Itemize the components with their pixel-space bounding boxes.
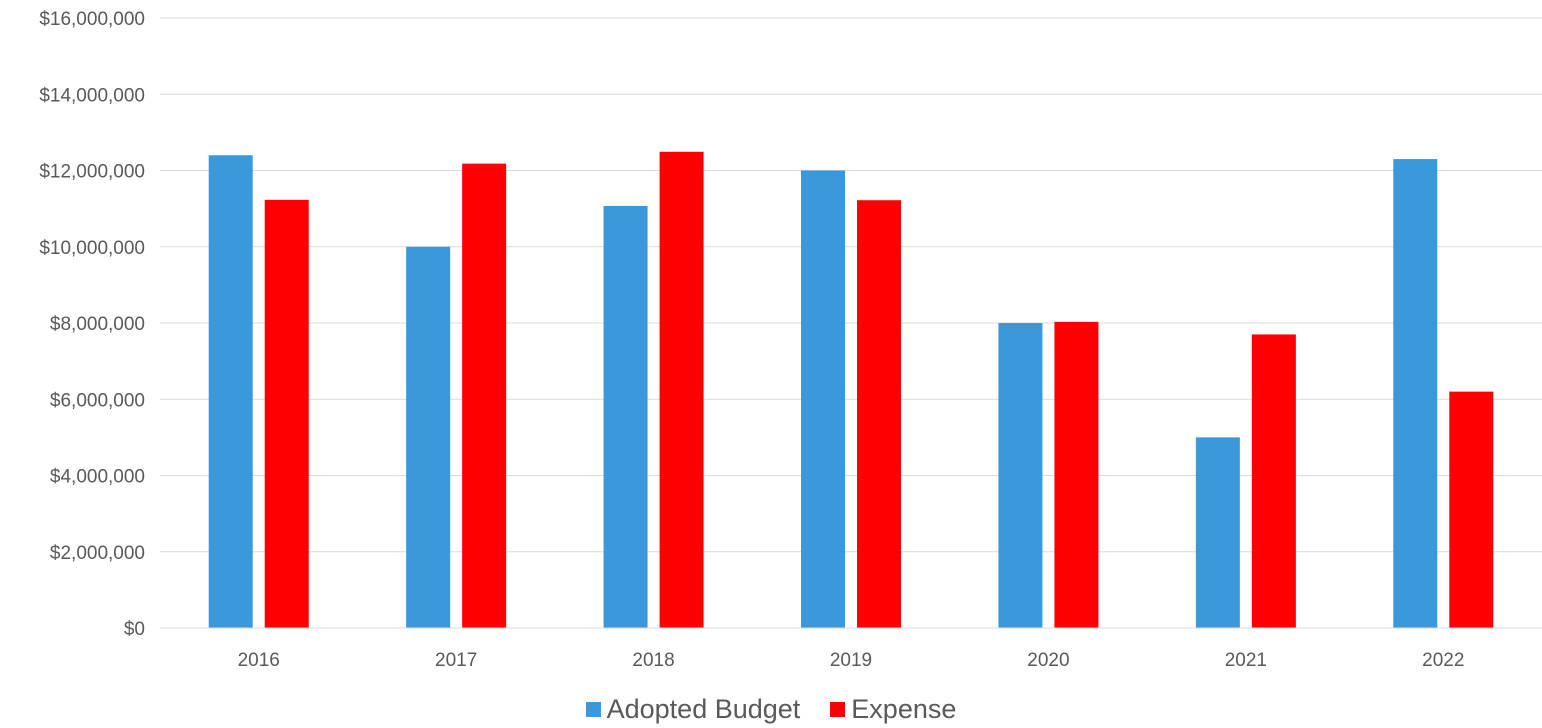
y-tick-label: $0	[124, 619, 145, 640]
legend-swatch-adopted-budget	[585, 702, 601, 717]
bar-adopted-budget-2018	[603, 205, 648, 629]
y-tick-label: $16,000,000	[39, 9, 145, 30]
x-tick-label: 2017	[435, 650, 477, 671]
x-tick-label: 2021	[1225, 650, 1267, 671]
x-tick-label: 2020	[1027, 650, 1069, 671]
bar-expense-2018	[659, 151, 704, 628]
bar-expense-2020	[1054, 321, 1099, 628]
legend: Adopted Budget Expense	[0, 694, 1542, 725]
bar-expense-2021	[1251, 334, 1296, 628]
bar-adopted-budget-2022	[1393, 159, 1438, 628]
bar-adopted-budget-2019	[801, 170, 845, 628]
legend-item-expense: Expense	[830, 694, 956, 725]
x-tick-label: 2022	[1422, 650, 1464, 671]
y-tick-label: $14,000,000	[39, 85, 145, 106]
x-tick-label: 2018	[632, 650, 674, 671]
y-tick-label: $10,000,000	[39, 238, 145, 259]
legend-label-adopted-budget: Adopted Budget	[606, 694, 801, 724]
x-tick-label: 2016	[238, 650, 280, 671]
bar-adopted-budget-2017	[406, 246, 451, 628]
bar-expense-2017	[462, 163, 507, 628]
bar-adopted-budget-2021	[1195, 437, 1240, 628]
bar-expense-2019	[857, 200, 901, 629]
bar-expense-2022	[1449, 391, 1494, 628]
legend-swatch-expense	[830, 702, 846, 717]
y-tick-label: $6,000,000	[50, 390, 145, 411]
bar-expense-2016	[264, 199, 309, 628]
y-tick-label: $2,000,000	[50, 543, 145, 564]
legend-label-expense: Expense	[851, 694, 957, 724]
bar-adopted-budget-2016	[208, 155, 253, 628]
y-tick-label: $12,000,000	[39, 162, 145, 183]
x-tick-label: 2019	[830, 650, 872, 671]
y-tick-label: $8,000,000	[50, 314, 145, 335]
legend-item-adopted-budget: Adopted Budget	[585, 694, 801, 725]
bar-adopted-budget-2020	[998, 323, 1043, 628]
y-tick-label: $4,000,000	[50, 467, 145, 488]
bar-chart: $0 $2,000,000 $4,000,000 $6,000,000 $8,000,0…	[39, 9, 1542, 671]
